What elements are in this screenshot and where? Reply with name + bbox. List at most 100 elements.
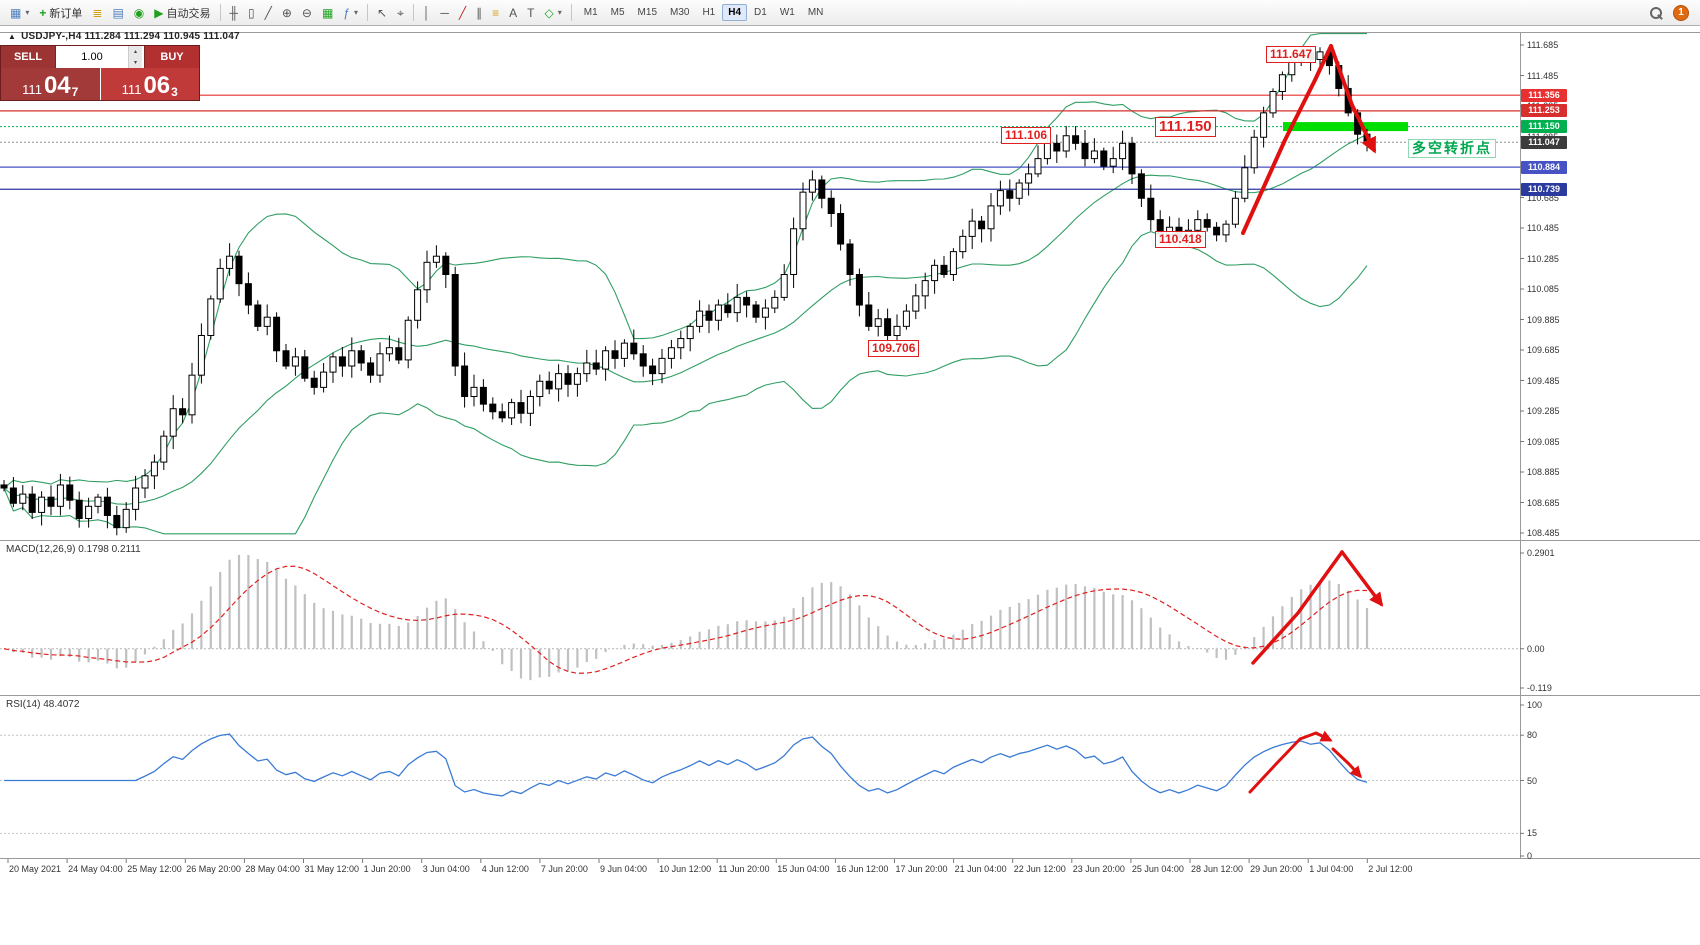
navigator-button[interactable]: ▤	[107, 3, 128, 23]
zoom-out-button[interactable]: ⊖	[297, 3, 317, 23]
rsi-axis-label: 80	[1527, 730, 1538, 741]
terminal-button[interactable]: ◉	[129, 3, 149, 23]
notification-badge[interactable]: 1	[1673, 4, 1689, 21]
price-level-label: 110.884	[1521, 160, 1567, 174]
buy-price-big: 06	[143, 72, 171, 99]
candlestick-chart-button[interactable]: ▯	[243, 3, 260, 23]
line-chart-icon: ╱	[264, 5, 272, 20]
time-axis-label: 16 Jun 12:00	[836, 864, 889, 874]
market-depth-button[interactable]: ≣	[87, 3, 107, 23]
volume-up-button[interactable]: ▴	[129, 46, 142, 57]
time-axis-label: 28 Jun 12:00	[1191, 864, 1244, 874]
channel-button[interactable]: ∥	[471, 3, 487, 23]
chart-annotation-price[interactable]: 111.150	[1155, 117, 1216, 137]
buy-price-sup: 3	[171, 85, 178, 99]
symbol-info: ▲ USDJPY-,H4 111.284 111.294 110.945 111…	[8, 31, 240, 42]
sell-button[interactable]: SELL	[1, 46, 56, 68]
timeframe-mn[interactable]: MN	[807, 7, 824, 18]
tile-windows-icon: ▦	[321, 5, 334, 20]
time-axis-label: 22 Jun 12:00	[1013, 864, 1066, 874]
chart-annotation-price[interactable]: 111.106	[1001, 127, 1052, 144]
rsi-axis-label: 100	[1527, 700, 1543, 710]
chart-window-icon: ▦	[10, 5, 22, 20]
buy-button[interactable]: BUY	[144, 46, 199, 68]
timeframe-m1[interactable]: M1	[583, 7, 598, 18]
text-tool-icon: A	[509, 5, 518, 20]
timeframe-m15[interactable]: M15	[637, 7, 657, 18]
channel-icon: ∥	[476, 5, 483, 20]
label-tool-icon: T	[527, 5, 535, 20]
indicators-button[interactable]: ƒ ▾	[338, 3, 363, 23]
time-axis-label: 15 Jun 04:00	[777, 864, 830, 874]
vertical-line-button[interactable]: │	[418, 3, 436, 23]
rsi-axis-label: 0	[1527, 851, 1533, 861]
chart-annotation-price[interactable]: 109.706	[868, 340, 920, 357]
volume-control: ▴ ▾	[56, 46, 144, 68]
time-axis-label: 1 Jul 04:00	[1309, 864, 1354, 874]
auto-trading-button[interactable]: ▶ 自动交易	[149, 3, 215, 23]
buy-price-button[interactable]: 111 06 3	[100, 68, 199, 100]
shapes-button[interactable]: ◇ ▾	[539, 3, 566, 23]
time-axis-label: 4 Jun 12:00	[481, 864, 529, 874]
toolbar-separator	[219, 4, 221, 21]
horizontal-line-icon: ─	[440, 5, 449, 20]
chart-annotation-price[interactable]: 111.647	[1266, 46, 1317, 63]
zoom-in-button[interactable]: ⊕	[277, 3, 297, 23]
tile-windows-button[interactable]: ▦	[317, 3, 338, 23]
price-level-label: 111.047	[1521, 135, 1567, 149]
price-tick-label: 111.685	[1527, 40, 1559, 50]
chart-annotation-price[interactable]: 110.418	[1155, 231, 1206, 248]
trendline-button[interactable]: ╱	[454, 3, 471, 23]
cursor-button[interactable]: ↖	[372, 3, 392, 23]
trendline-icon: ╱	[458, 5, 467, 20]
time-axis-label: 25 May 12:00	[127, 864, 182, 874]
chart-window-button[interactable]: ▦ ▾	[5, 3, 34, 23]
price-tick-label: 108.685	[1527, 497, 1560, 508]
time-axis-label: 29 Jun 20:00	[1250, 864, 1303, 874]
price-tick-label: 109.685	[1527, 345, 1560, 355]
timeframe-d1[interactable]: D1	[754, 7, 767, 18]
text-tool-button[interactable]: A	[504, 3, 522, 23]
vertical-line-icon: │	[422, 5, 431, 20]
play-icon: ▶	[154, 5, 164, 20]
timeframe-m5[interactable]: M5	[610, 7, 625, 18]
volume-steppers: ▴ ▾	[128, 46, 142, 68]
fibonacci-icon: ≡	[492, 5, 500, 20]
timeframe-m30[interactable]: M30	[670, 7, 690, 18]
time-axis-label: 10 Jun 12:00	[659, 864, 712, 874]
toolbar-right-group: 1	[1649, 4, 1695, 21]
timeframe-h4[interactable]: H4	[722, 4, 748, 21]
line-chart-button[interactable]: ╱	[260, 3, 277, 23]
horizontal-line-button[interactable]: ─	[435, 3, 454, 23]
bar-chart-button[interactable]: ╫	[225, 3, 244, 23]
terminal-icon: ◉	[133, 5, 145, 20]
time-axis-label: 25 Jun 04:00	[1131, 864, 1184, 874]
time-axis-label: 24 May 04:00	[68, 864, 123, 874]
zoom-out-icon: ⊖	[301, 5, 312, 20]
time-axis-label: 31 May 12:00	[304, 864, 360, 874]
volume-input[interactable]	[56, 46, 128, 68]
price-level-label: 110.739	[1521, 182, 1567, 196]
price-tick-label: 110.285	[1527, 253, 1559, 264]
crosshair-button[interactable]: ⌖	[392, 3, 409, 23]
plus-icon: +	[39, 5, 47, 20]
timeframe-w1[interactable]: W1	[779, 7, 795, 18]
price-tick-label: 111.485	[1527, 70, 1559, 81]
buy-price-prefix: 111	[121, 82, 142, 97]
price-tick-label: 108.885	[1527, 467, 1560, 477]
time-axis-label: 23 Jun 20:00	[1072, 864, 1125, 874]
sell-price-button[interactable]: 111 04 7	[1, 68, 101, 100]
new-order-button[interactable]: + 新订单	[34, 3, 87, 23]
price-tick-label: 109.485	[1527, 375, 1560, 386]
label-tool-button[interactable]: T	[522, 3, 539, 23]
volume-down-button[interactable]: ▾	[129, 57, 142, 68]
fibonacci-button[interactable]: ≡	[487, 3, 504, 23]
timeframe-h1[interactable]: H1	[702, 7, 716, 18]
chart-annotation-text[interactable]: 多空转折点	[1408, 139, 1496, 158]
search-icon[interactable]	[1649, 6, 1663, 20]
toolbar-separator	[412, 4, 414, 21]
time-axis-label: 1 Jun 20:00	[363, 864, 411, 874]
